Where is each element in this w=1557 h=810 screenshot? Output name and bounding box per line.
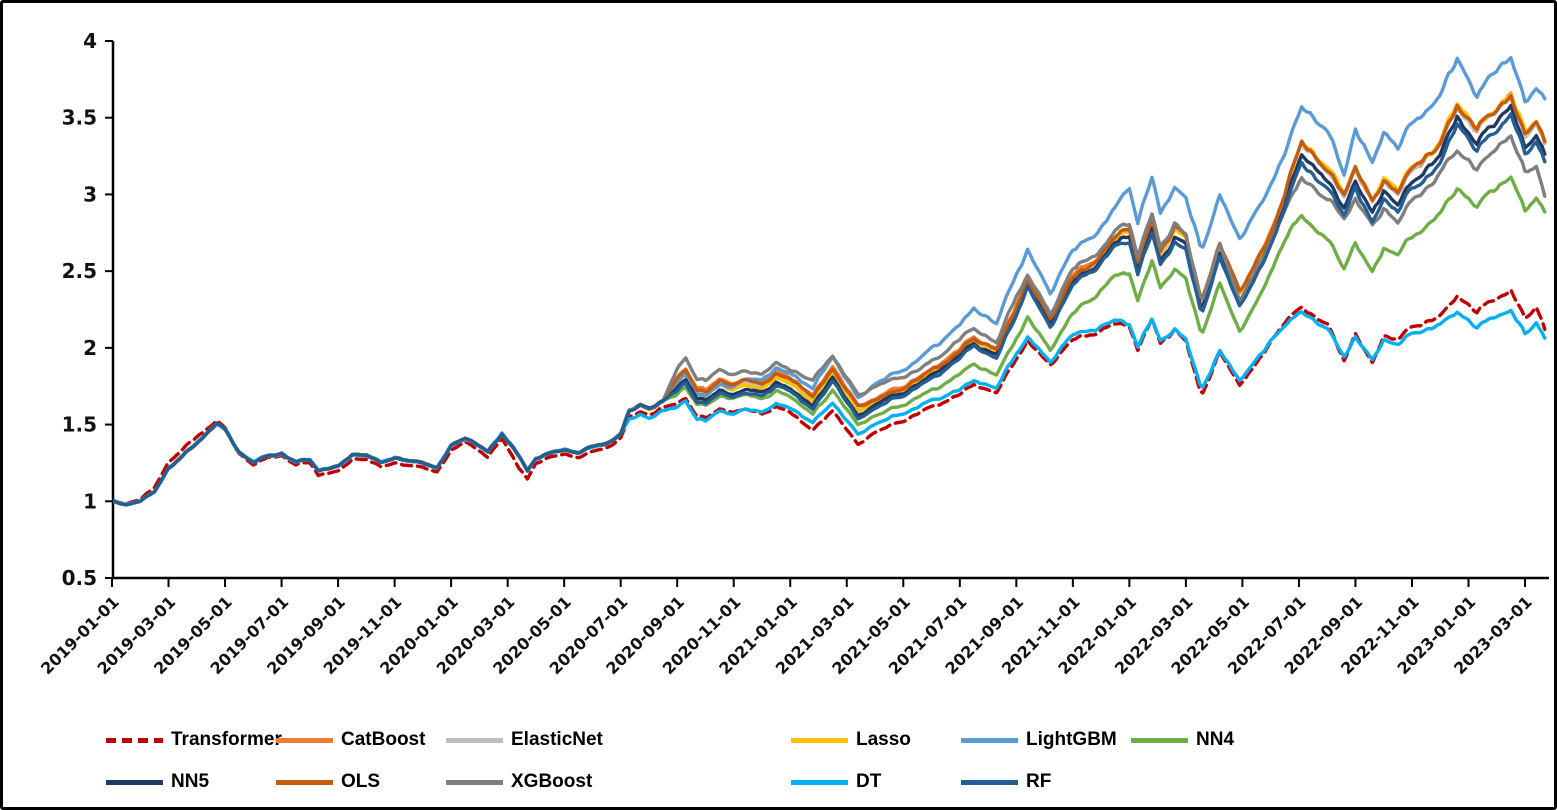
y-axis-tick-label: 1 bbox=[83, 489, 97, 513]
series-line-catboost bbox=[113, 91, 1547, 507]
series-line-lightgbm bbox=[113, 56, 1547, 507]
y-axis-tick-label: 2.5 bbox=[62, 259, 97, 283]
series-line-transformer bbox=[113, 288, 1547, 506]
series-line-nn4 bbox=[113, 175, 1547, 507]
series-line-dt bbox=[113, 308, 1547, 507]
series-line-rf bbox=[113, 112, 1547, 507]
y-axis-tick-label: 3.5 bbox=[62, 106, 97, 130]
y-axis-tick-label: 1.5 bbox=[62, 413, 97, 437]
series-line-elasticnet bbox=[113, 96, 1547, 506]
y-axis-tick-label: 3 bbox=[83, 182, 97, 206]
y-axis-tick-label: 0.5 bbox=[62, 566, 97, 590]
cumulative-returns-chart: 0.511.522.533.542019-01-012019-03-012019… bbox=[37, 29, 1549, 678]
series-line-nn5 bbox=[113, 103, 1547, 507]
series-line-ols bbox=[113, 93, 1547, 507]
plot-area bbox=[113, 56, 1547, 507]
series-line-lasso bbox=[113, 92, 1547, 507]
y-axis-tick-label: 4 bbox=[83, 29, 97, 53]
y-axis-tick-label: 2 bbox=[83, 336, 97, 360]
